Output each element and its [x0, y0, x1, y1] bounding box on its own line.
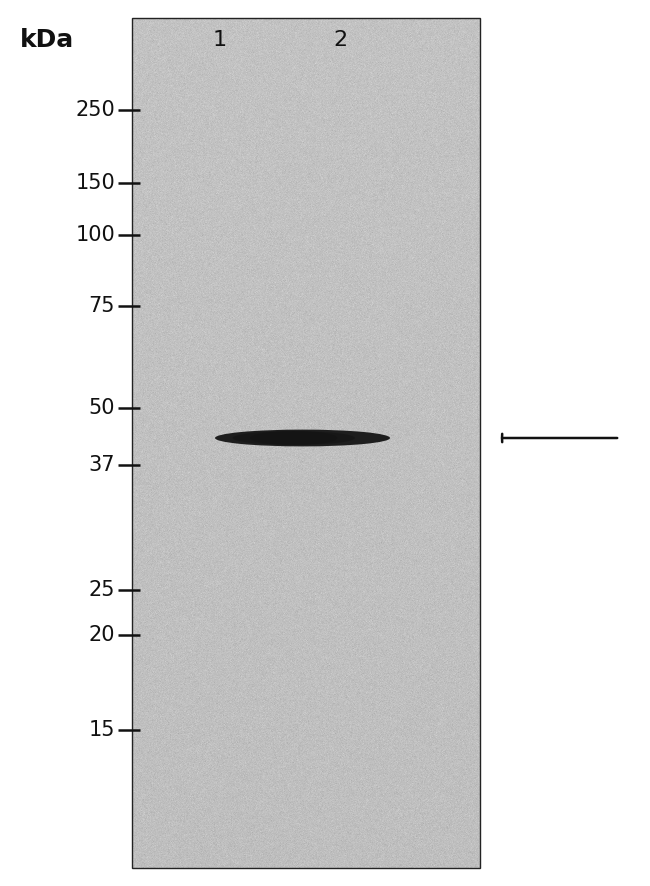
Text: 20: 20 — [88, 625, 115, 645]
Text: 25: 25 — [88, 580, 115, 600]
Text: 15: 15 — [88, 720, 115, 740]
Bar — [132, 18, 480, 868]
Text: kDa: kDa — [20, 28, 74, 52]
Ellipse shape — [215, 430, 390, 447]
Text: 50: 50 — [88, 398, 115, 418]
Text: 100: 100 — [75, 225, 115, 245]
Text: 75: 75 — [88, 296, 115, 316]
Text: 1: 1 — [213, 30, 227, 50]
Ellipse shape — [250, 431, 337, 445]
Text: 250: 250 — [75, 100, 115, 120]
Text: 37: 37 — [88, 455, 115, 475]
Text: 2: 2 — [333, 30, 347, 50]
Ellipse shape — [233, 431, 355, 445]
Text: 150: 150 — [75, 173, 115, 193]
